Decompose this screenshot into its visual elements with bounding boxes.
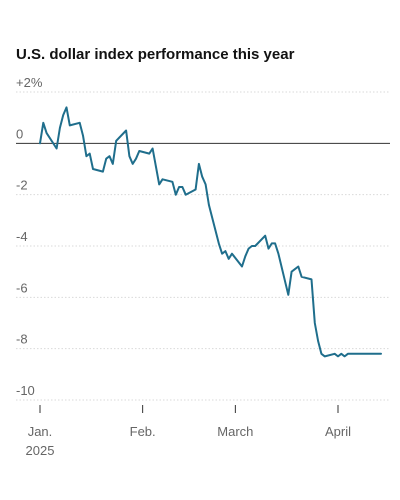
- data-point: [204, 183, 207, 186]
- data-point: [148, 152, 151, 155]
- data-point: [337, 355, 340, 358]
- data-point: [65, 106, 68, 109]
- y-tick-label: -4: [16, 229, 28, 244]
- x-tick-label: Feb.: [130, 424, 156, 439]
- y-tick-label: -2: [16, 178, 28, 193]
- data-point: [154, 165, 157, 168]
- series-layer: [39, 106, 383, 358]
- data-point: [244, 255, 247, 258]
- data-point: [363, 352, 366, 355]
- data-point: [294, 268, 297, 271]
- x-tick-sublabel: 2025: [26, 443, 55, 458]
- data-point: [231, 252, 234, 255]
- data-point: [270, 242, 273, 245]
- data-point: [224, 250, 227, 253]
- x-tick-label: Jan.: [28, 424, 53, 439]
- data-point: [274, 242, 277, 245]
- data-point: [264, 234, 267, 237]
- data-point: [290, 270, 293, 273]
- data-point: [68, 124, 71, 127]
- y-tick-label: -10: [16, 383, 35, 398]
- data-point: [151, 147, 154, 150]
- data-point: [356, 352, 359, 355]
- y-tick-label: +2%: [16, 75, 43, 90]
- data-point: [62, 114, 65, 117]
- data-point: [82, 134, 85, 137]
- data-point: [241, 265, 244, 268]
- data-point: [227, 257, 230, 260]
- data-point: [340, 352, 343, 355]
- data-point: [105, 157, 108, 160]
- data-point: [194, 188, 197, 191]
- data-point: [184, 193, 187, 196]
- data-point: [85, 155, 88, 158]
- data-point: [128, 155, 131, 158]
- data-point: [370, 352, 373, 355]
- data-point: [135, 157, 138, 160]
- data-point: [111, 162, 114, 165]
- data-point: [207, 203, 210, 206]
- data-point: [138, 150, 141, 153]
- chart-title: U.S. dollar index performance this year: [16, 46, 295, 63]
- data-point: [297, 265, 300, 268]
- data-point: [108, 155, 111, 158]
- data-point: [247, 247, 250, 250]
- y-tick-label: 0: [16, 126, 23, 141]
- data-point: [201, 175, 204, 178]
- data-point: [267, 247, 270, 250]
- y-axis-tick-labels: +2% 0 -2 -4 -6 -8 -10: [16, 75, 43, 398]
- data-point: [174, 193, 177, 196]
- data-point: [250, 245, 253, 248]
- data-point: [277, 252, 280, 255]
- data-point: [161, 178, 164, 181]
- x-tick-label: March: [217, 424, 253, 439]
- data-point: [78, 121, 81, 124]
- data-point: [217, 242, 220, 245]
- data-point: [125, 129, 128, 132]
- x-tick-label: April: [325, 424, 351, 439]
- data-point: [178, 186, 181, 189]
- data-point: [313, 322, 316, 325]
- data-point: [360, 352, 363, 355]
- data-point: [254, 245, 257, 248]
- data-point: [221, 252, 224, 255]
- data-point: [92, 168, 95, 171]
- data-point: [55, 147, 58, 150]
- data-point: [333, 352, 336, 355]
- data-point: [346, 352, 349, 355]
- y-tick-label: -8: [16, 332, 28, 347]
- data-point: [58, 126, 61, 129]
- data-point: [39, 142, 42, 145]
- y-tick-label: -6: [16, 280, 28, 295]
- data-point: [317, 340, 320, 343]
- x-axis: Jan. 2025 Feb. March April: [26, 405, 351, 458]
- data-point: [366, 352, 369, 355]
- data-point: [181, 186, 184, 189]
- gridlines: [16, 91, 390, 401]
- data-point: [287, 293, 290, 296]
- data-point: [320, 352, 323, 355]
- data-point: [115, 139, 118, 142]
- data-point: [323, 355, 326, 358]
- data-point: [42, 121, 45, 124]
- data-point: [197, 162, 200, 165]
- data-point: [343, 355, 346, 358]
- series-line: [39, 106, 382, 358]
- data-point: [131, 162, 134, 165]
- data-point: [300, 275, 303, 278]
- data-point: [158, 183, 161, 186]
- data-point: [310, 278, 313, 281]
- data-point: [101, 170, 104, 173]
- data-point: [45, 132, 48, 135]
- data-point: [380, 352, 383, 355]
- data-point: [88, 152, 91, 155]
- data-point: [171, 180, 174, 183]
